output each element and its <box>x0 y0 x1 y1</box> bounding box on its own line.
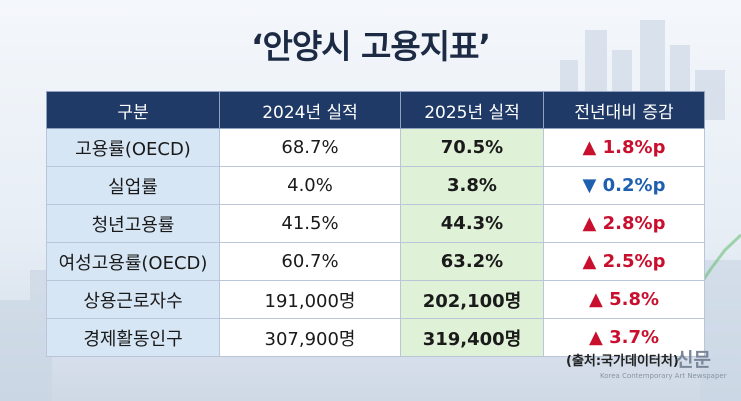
cell: 44.3% <box>400 204 544 243</box>
cell: 4.0% <box>219 166 401 205</box>
header-row: 구분 2024년 실적 2025년 실적 전년대비 증감 <box>46 91 705 129</box>
cell: 3.8% <box>400 166 544 205</box>
column-header: 전년대비 증감 <box>543 91 705 129</box>
source-note: (출처:국가데이터처) <box>566 354 679 369</box>
column-header: 2024년 실적 <box>219 91 401 129</box>
table-row: 실업률 4.0% 3.8% ▼ 0.2%p <box>46 166 705 205</box>
title: ‘안양시 고용지표’ <box>250 27 491 66</box>
cell: ▲ 2.8%p <box>543 204 705 243</box>
cell: 202,100명 <box>400 280 544 319</box>
table-row: 고용률(OECD) 68.7% 70.5% ▲ 1.8%p <box>46 128 705 167</box>
row-label: 청년고용률 <box>46 204 220 243</box>
row-label: 상용근로자수 <box>46 280 220 319</box>
row-label: 경제활동인구 <box>46 318 220 357</box>
cell: 307,900명 <box>219 318 401 357</box>
row-label: 실업률 <box>46 166 220 205</box>
column-header: 구분 <box>46 91 220 129</box>
table-row: 여성고용률(OECD) 60.7% 63.2% ▲ 2.5%p <box>46 242 705 281</box>
cell: ▼ 0.2%p <box>543 166 705 205</box>
table-row: 청년고용률 41.5% 44.3% ▲ 2.8%p <box>46 204 705 243</box>
cell: ▲ 2.5%p <box>543 242 705 281</box>
table-row: 상용근로자수 191,000명 202,100명 ▲ 5.8% <box>46 280 705 319</box>
cell: 191,000명 <box>219 280 401 319</box>
cell: ▲ 1.8%p <box>543 128 705 167</box>
cell: 319,400명 <box>400 318 544 357</box>
data-table: 구분 2024년 실적 2025년 실적 전년대비 증감 고용률(OECD) 68.7%… <box>46 91 705 357</box>
cell: 41.5% <box>219 204 401 243</box>
table-row: 경제활동인구 307,900명 319,400명 ▲ 3.7% <box>46 318 705 357</box>
watermark: 신문 <box>676 349 711 371</box>
cell: 70.5% <box>400 128 544 167</box>
row-label: 여성고용률(OECD) <box>46 242 220 281</box>
cell: 60.7% <box>219 242 401 281</box>
row-label: 고용률(OECD) <box>46 128 220 167</box>
cell: 63.2% <box>400 242 544 281</box>
cell: ▲ 5.8% <box>543 280 705 319</box>
column-header: 2025년 실적 <box>400 91 544 129</box>
cell: ▲ 3.7% <box>543 318 705 357</box>
cell: 68.7% <box>219 128 401 167</box>
watermark-en: Korea Contemporary Art Newspaper <box>600 372 727 380</box>
